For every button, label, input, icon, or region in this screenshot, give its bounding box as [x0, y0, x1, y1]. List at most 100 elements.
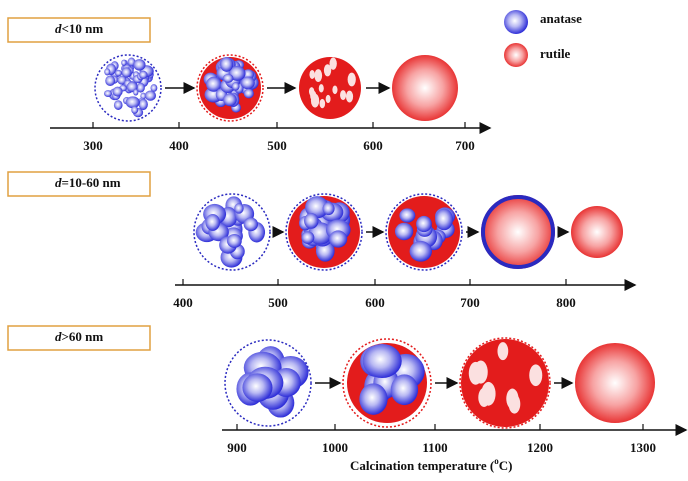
size-range: =10-60 nm [62, 175, 121, 190]
legend-label: anatase [540, 11, 582, 26]
outline [94, 54, 162, 122]
ana-particle [240, 76, 255, 90]
ana-particle [243, 217, 259, 232]
ana-particle [504, 10, 528, 34]
ana-particle [104, 68, 111, 76]
ana-particle [243, 88, 254, 99]
size-label: d=10-60 nm [55, 175, 121, 190]
pore [323, 64, 332, 77]
tick-label: 1200 [527, 440, 553, 455]
size-range: >60 nm [62, 329, 104, 344]
ana-particle [399, 208, 416, 223]
pore [529, 364, 543, 387]
ana-particle [409, 240, 432, 262]
legend-label: rutile [540, 46, 571, 61]
tick-label: 500 [268, 295, 288, 310]
pore [318, 84, 324, 93]
tick-label: 1000 [322, 440, 348, 455]
ana-particle [121, 59, 127, 66]
ana-particle [113, 100, 123, 110]
tick-label: 700 [460, 295, 480, 310]
outline [285, 193, 363, 271]
rut-particle [392, 55, 458, 121]
ana-particle [305, 196, 329, 219]
ana-particle [114, 69, 123, 77]
tick-label: 1100 [422, 440, 447, 455]
ana-particle [435, 208, 454, 231]
ana-particle [242, 373, 273, 402]
rut-particle [481, 195, 555, 269]
outline [193, 193, 271, 271]
variable: d [55, 21, 62, 36]
tick-label: 400 [169, 138, 189, 153]
ana-particle [304, 212, 319, 229]
pore [319, 98, 326, 109]
outline [459, 337, 551, 429]
pore [508, 394, 521, 414]
ana-particle [117, 75, 127, 85]
tick-label: 700 [455, 138, 475, 153]
outline [196, 54, 264, 122]
pore [309, 69, 315, 79]
anatase-shell [481, 195, 555, 269]
tick-label: 300 [83, 138, 103, 153]
ana-particle [416, 215, 432, 233]
ana-particle [301, 231, 315, 244]
size-label-box [7, 171, 151, 197]
tick-label: 400 [173, 295, 193, 310]
size-label: d<10 nm [55, 21, 103, 36]
ana-particle [231, 82, 240, 91]
ana-particle [133, 59, 146, 71]
ana-particle [227, 233, 242, 248]
ana-particle [390, 374, 419, 406]
ana-particle [125, 96, 140, 109]
ana-particle [133, 89, 139, 96]
ana-particle [223, 93, 237, 107]
ana-particle [144, 90, 156, 101]
ana-particle [359, 383, 388, 415]
ana-particle [329, 230, 348, 248]
ana-particle [138, 98, 148, 111]
size-label-box [7, 17, 151, 43]
pore [314, 69, 323, 83]
ana-particle [121, 67, 132, 78]
pore [310, 90, 317, 101]
rut-particle [571, 206, 623, 258]
pore [329, 57, 337, 70]
ana-particle [103, 90, 112, 97]
tick-label: 500 [267, 138, 287, 153]
ana-particle [362, 343, 402, 379]
tick-label: 600 [365, 295, 385, 310]
pore [347, 72, 356, 87]
outline [224, 339, 312, 427]
ana-particle [150, 84, 158, 92]
ana-particle [322, 202, 335, 216]
ana-particle [131, 106, 139, 114]
tick-label: 1300 [630, 440, 656, 455]
ana-particle [394, 222, 414, 241]
axis-title: Calcination temperature (oC) [350, 456, 512, 473]
ana-particle [136, 82, 145, 93]
ana-particle [139, 70, 148, 79]
rut-particle [575, 343, 655, 423]
ana-particle [222, 73, 234, 83]
pore [481, 381, 496, 406]
variable: d [55, 329, 62, 344]
outline [385, 193, 463, 271]
rut-particle [504, 43, 528, 67]
pore [332, 85, 338, 95]
pore [497, 342, 509, 361]
outline [342, 338, 432, 428]
ana-particle [105, 75, 116, 87]
ana-particle [206, 76, 222, 92]
pore [345, 90, 354, 103]
pore [473, 360, 488, 384]
pore [325, 94, 331, 104]
pore [340, 90, 347, 101]
ana-particle [220, 56, 234, 72]
size-range: <10 nm [62, 21, 104, 36]
tick-label: 800 [556, 295, 576, 310]
ana-particle [234, 203, 244, 214]
size-label-box [7, 325, 151, 351]
